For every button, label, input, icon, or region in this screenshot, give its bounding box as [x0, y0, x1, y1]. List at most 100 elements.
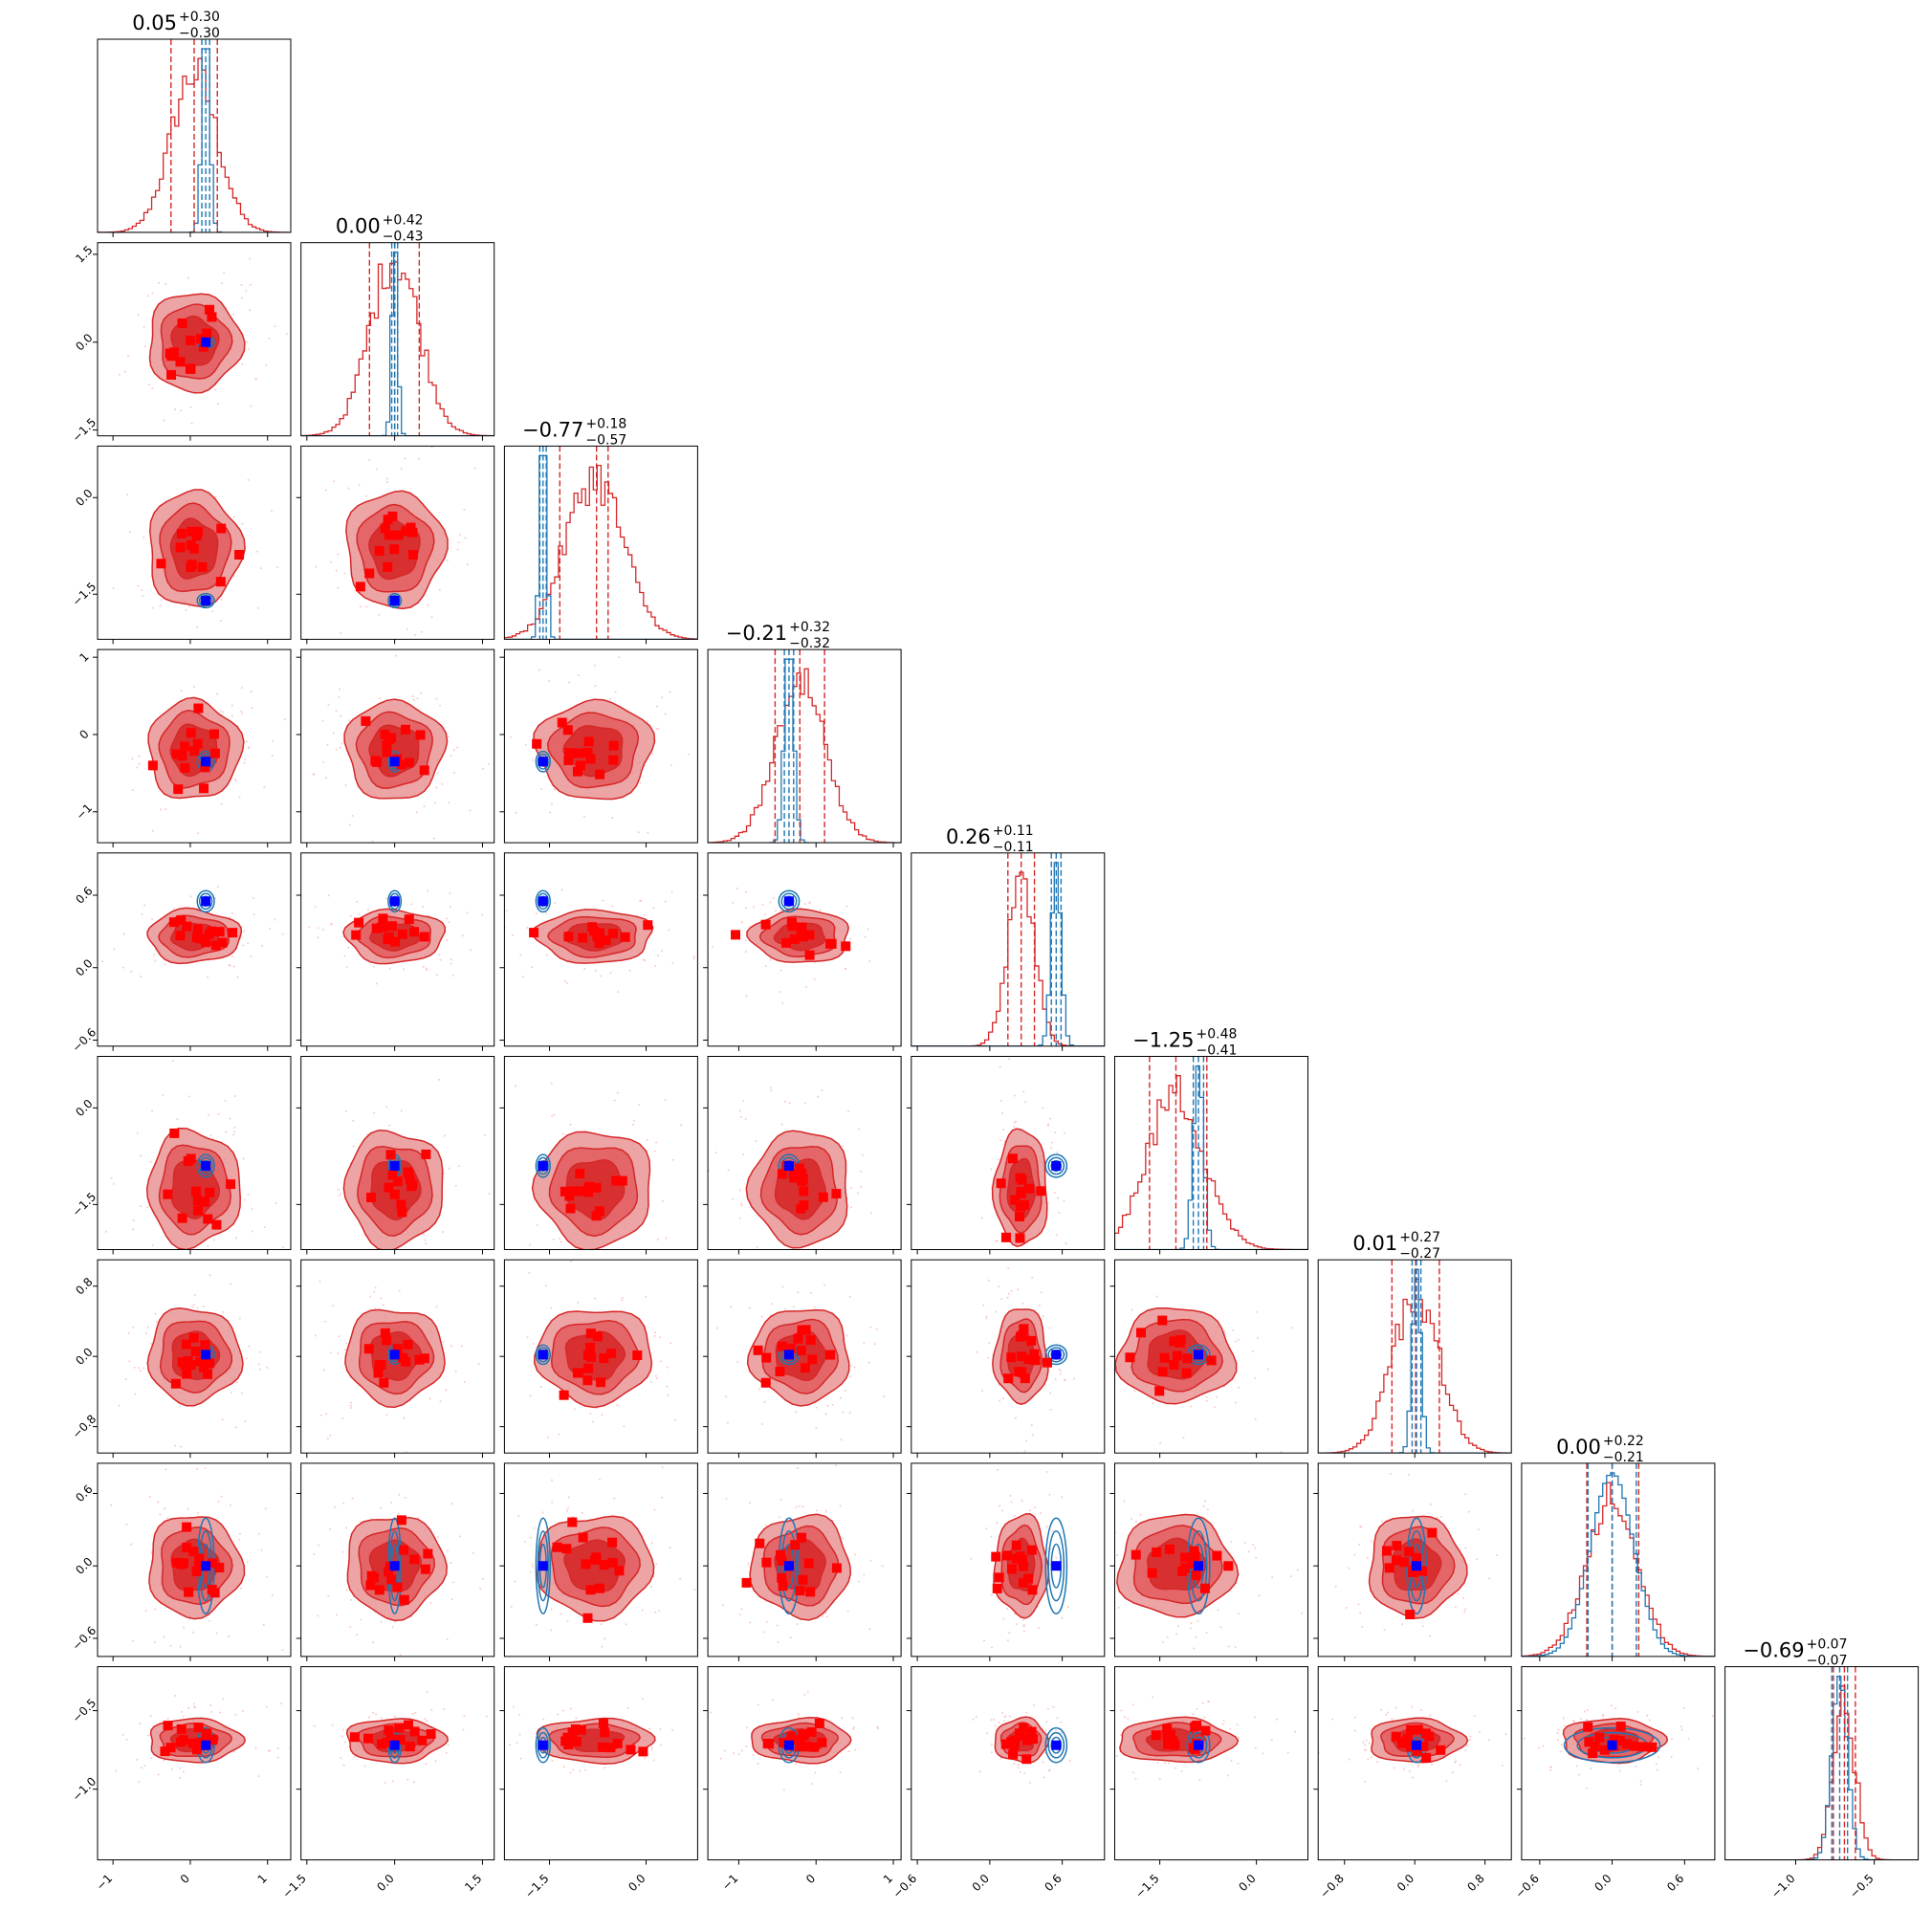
- prior-sample-dot: [142, 595, 144, 598]
- red-marker: [173, 784, 184, 795]
- red-marker: [795, 1741, 805, 1751]
- red-marker: [583, 736, 594, 747]
- prior-sample-dot: [805, 985, 808, 988]
- prior-sample-dot: [816, 1406, 819, 1409]
- prior-sample-dot: [660, 950, 663, 953]
- red-marker: [178, 1735, 188, 1745]
- prior-sample-dot: [430, 616, 433, 619]
- prior-sample-dot: [421, 905, 424, 908]
- prior-sample-dot: [854, 1748, 857, 1751]
- prior-sample-dot: [1331, 1718, 1334, 1721]
- prior-sample-dot: [497, 1171, 499, 1173]
- posterior-contour: [1044, 1153, 1068, 1178]
- prior-sample-dot: [1572, 1720, 1575, 1723]
- prior-sample-dot: [535, 1623, 538, 1626]
- prior-sample-dot: [777, 1641, 779, 1644]
- prior-sample-dot: [1131, 1308, 1133, 1311]
- prior-sample-dot: [720, 1386, 722, 1388]
- red-marker: [1023, 1354, 1034, 1365]
- red-marker: [638, 1746, 648, 1757]
- red-marker: [147, 760, 158, 771]
- prior-sample-dot: [449, 906, 451, 909]
- posterior-contour: [1050, 1736, 1063, 1754]
- panel-frame: [1521, 1666, 1716, 1861]
- prior-sample-dot: [424, 1239, 427, 1241]
- prior-sample-dot: [1204, 1500, 1207, 1503]
- red-marker: [1206, 1355, 1217, 1366]
- posterior-contour: [535, 889, 551, 913]
- posterior-histogram: [1724, 1676, 1919, 1860]
- prior-sample-dot: [454, 1370, 457, 1372]
- prior-sample-dot: [883, 1395, 886, 1398]
- prior-sample-dot: [1046, 1707, 1049, 1710]
- prior-sample-dot: [816, 1509, 819, 1512]
- red-marker: [194, 1558, 205, 1569]
- panel-title-median: 0.00: [336, 215, 381, 238]
- scatter-panel-2-1: [296, 445, 495, 645]
- prior-sample-dot: [1476, 1558, 1479, 1561]
- posterior-histogram: [1318, 1268, 1512, 1454]
- red-marker: [786, 1734, 797, 1745]
- prior-sample-dot: [326, 744, 329, 747]
- prior-sample-dot: [745, 1726, 748, 1729]
- prior-sample-dot: [317, 927, 319, 930]
- prior-sample-dot: [274, 1201, 277, 1204]
- red-marker: [805, 1587, 816, 1597]
- prior-sample-dot: [249, 257, 252, 260]
- prior-sample-dot: [411, 695, 414, 698]
- prior-sample-dot: [165, 1468, 167, 1471]
- red-marker: [1030, 1355, 1041, 1366]
- prior-sample-dot: [380, 1620, 383, 1623]
- prior-sample-dot: [1084, 1723, 1086, 1724]
- posterior-contour: [537, 753, 549, 770]
- prior-sample-dot: [1131, 1518, 1133, 1521]
- prior-sample-dot: [482, 767, 485, 770]
- red-marker: [794, 1163, 804, 1174]
- prior-sample-dot: [348, 719, 351, 722]
- prior-sample-dot: [196, 626, 199, 628]
- prior-sample-dot: [399, 1654, 402, 1657]
- prior-sample-dot: [849, 1186, 852, 1189]
- prior-sample-dot: [670, 764, 672, 767]
- red-marker: [789, 933, 800, 944]
- red-marker: [384, 1182, 394, 1193]
- prior-sample-dot: [223, 441, 225, 443]
- posterior-contour: [537, 1156, 549, 1175]
- prior-sample-dot: [219, 619, 222, 622]
- prior-sample-dot: [1021, 1303, 1024, 1306]
- prior-sample-dot: [881, 1565, 884, 1568]
- red-marker: [1170, 1740, 1180, 1750]
- prior-sample-dot: [517, 1515, 520, 1518]
- prior-sample-dot: [341, 1416, 344, 1419]
- prior-sample-dot: [1670, 1756, 1673, 1759]
- truth-marker: [389, 1160, 400, 1171]
- prior-sample-dot: [978, 1770, 981, 1773]
- red-marker: [994, 1572, 1004, 1583]
- prior-sample-dot: [487, 762, 490, 765]
- prior-sample-dot: [459, 534, 462, 537]
- red-marker: [421, 1149, 431, 1159]
- posterior-contour: [1047, 1530, 1065, 1602]
- prior-sample-dot: [1454, 1761, 1457, 1764]
- prior-sample-dot: [545, 954, 548, 956]
- prior-sample-dot: [1610, 1704, 1613, 1707]
- prior-sample-dot: [658, 1610, 661, 1613]
- prior-sample-dot: [169, 1644, 172, 1647]
- scatter-panel-4-1: [296, 852, 495, 1051]
- prior-sample-dot: [221, 282, 224, 285]
- prior-sample-dot: [1227, 1774, 1230, 1777]
- prior-sample-dot: [182, 1770, 185, 1773]
- scatter-panel-3-1: [296, 648, 495, 848]
- red-marker: [1169, 1336, 1179, 1347]
- prior-sample-dot: [214, 897, 217, 900]
- prior-sample-dot: [1386, 1711, 1389, 1714]
- prior-sample-dot: [1190, 1622, 1193, 1625]
- prior-sample-dot: [1045, 1721, 1048, 1723]
- prior-sample-dot: [1064, 1352, 1066, 1355]
- prior-sample-dot: [826, 1404, 829, 1407]
- prior-sample-dot: [1230, 1541, 1233, 1544]
- prior-sample-dot: [422, 965, 425, 968]
- prior-sample-dot: [187, 276, 190, 279]
- red-marker: [403, 1720, 413, 1730]
- red-marker: [362, 1733, 373, 1744]
